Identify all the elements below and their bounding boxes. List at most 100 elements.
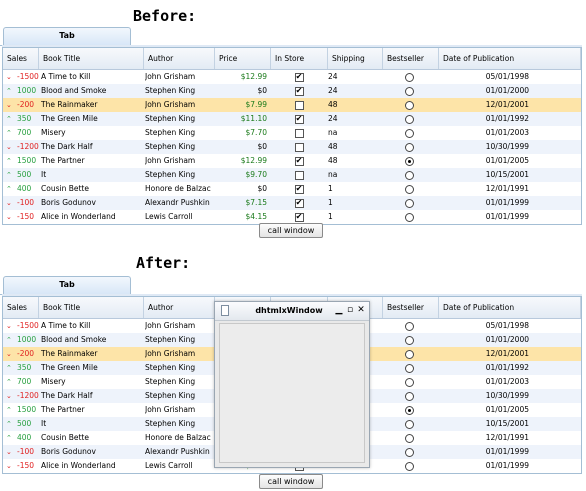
minimize-icon[interactable]: ▁ [335, 305, 343, 315]
bestseller-radio[interactable] [404, 198, 414, 208]
book-title-cell: The Green Mile [41, 363, 98, 372]
dhtmlx-window[interactable]: dhtmlxWindow ▁ ▫ ✕ [214, 301, 370, 468]
tab-main[interactable]: Tab [3, 27, 131, 45]
bestseller-radio[interactable] [404, 100, 414, 110]
column-header[interactable]: Shipping [328, 48, 383, 69]
shipping-cell: 48 [328, 100, 338, 109]
column-header[interactable]: Date of Publication [439, 297, 581, 318]
bestseller-radio[interactable] [404, 114, 414, 124]
bestseller-radio[interactable] [404, 335, 414, 345]
in-store-checkbox[interactable] [294, 100, 304, 110]
in-store-checkbox[interactable]: ✔ [294, 113, 304, 124]
in-store-checkbox[interactable]: ✔ [294, 183, 304, 194]
in-store-checkbox[interactable]: ✔ [294, 155, 304, 166]
bestseller-radio[interactable] [404, 447, 414, 457]
bestseller-radio[interactable] [404, 363, 414, 373]
close-icon[interactable]: ✕ [357, 305, 365, 315]
table-row[interactable]: ⌃ 350 The Green Mile Stephen King $11.10 ✔ 24 0… [3, 112, 581, 126]
bestseller-radio[interactable] [404, 170, 414, 180]
date-cell: 01/01/1999 [485, 198, 529, 207]
table-row[interactable]: ⌃ 1500 The Partner John Grisham $12.99 ✔ 48 01/… [3, 154, 581, 168]
book-title-cell: The Rainmaker [41, 100, 98, 109]
bestseller-radio[interactable] [404, 212, 414, 222]
author-cell: Alexandr Pushkin [145, 198, 210, 207]
book-title-cell: Boris Godunov [41, 198, 96, 207]
in-store-checkbox[interactable]: ✔ [294, 211, 304, 222]
bestseller-radio[interactable] [404, 156, 414, 166]
arrow-down-icon: ⌄ [6, 73, 12, 81]
table-row[interactable]: ⌄ -150 Alice in Wonderland Lewis Carroll $4.… [3, 210, 581, 224]
book-title-cell: Misery [41, 377, 66, 386]
bestseller-radio[interactable] [404, 349, 414, 359]
window-header[interactable]: dhtmlxWindow ▁ ▫ ✕ [215, 302, 369, 321]
table-row[interactable]: ⌄ -200 The Rainmaker John Grisham $7.99 48 12/… [3, 98, 581, 112]
table-row[interactable]: ⌄ -100 Boris Godunov Alexandr Pushkin $7.15 ✔… [3, 196, 581, 210]
arrow-down-icon: ⌄ [6, 143, 12, 151]
table-row[interactable]: ⌃ 500 It Stephen King $9.70 na 10/15/2001 [3, 168, 581, 182]
call-window-button-after[interactable]: call window [259, 474, 323, 489]
window-body [219, 323, 365, 463]
sales-cell: ⌃ 350 [3, 361, 39, 375]
column-header[interactable]: In Store [271, 48, 328, 69]
arrow-up-icon: ⌃ [6, 420, 12, 428]
bestseller-radio[interactable] [404, 142, 414, 152]
bestseller-radio[interactable] [404, 433, 414, 443]
in-store-checkbox[interactable] [294, 128, 304, 138]
bestseller-radio[interactable] [404, 86, 414, 96]
table-row[interactable]: ⌃ 700 Misery Stephen King $7.70 na 01/01/2003 [3, 126, 581, 140]
column-header[interactable]: Bestseller [383, 297, 439, 318]
column-header[interactable]: Sales [3, 297, 39, 318]
in-store-checkbox[interactable]: ✔ [294, 197, 304, 208]
window-title: dhtmlxWindow [255, 306, 323, 315]
column-header[interactable]: Bestseller [383, 48, 439, 69]
sales-value: -150 [17, 212, 35, 221]
bestseller-radio[interactable] [404, 377, 414, 387]
author-cell: John Grisham [145, 349, 196, 358]
column-header[interactable]: Price [215, 48, 271, 69]
arrow-up-icon: ⌃ [6, 336, 12, 344]
call-window-button-before[interactable]: call window [259, 223, 323, 238]
column-header[interactable]: Author [144, 297, 215, 318]
bestseller-radio[interactable] [404, 391, 414, 401]
price-cell: $12.99 [240, 156, 267, 165]
author-cell: Stephen King [145, 335, 196, 344]
sales-cell: ⌄ -1200 [3, 389, 39, 403]
column-header[interactable]: Author [144, 48, 215, 69]
column-header[interactable]: Book Title [39, 297, 144, 318]
bestseller-radio[interactable] [404, 419, 414, 429]
in-store-checkbox[interactable] [294, 142, 304, 152]
tab-main[interactable]: Tab [3, 276, 131, 294]
column-header[interactable]: Sales [3, 48, 39, 69]
bestseller-radio[interactable] [404, 128, 414, 138]
after-heading: After: [136, 254, 191, 272]
bestseller-cell [399, 182, 419, 196]
in-store-checkbox[interactable]: ✔ [294, 85, 304, 96]
table-row[interactable]: ⌃ 400 Cousin Bette Honore de Balzac $0 ✔ 1 12/0… [3, 182, 581, 196]
date-cell: 10/30/1999 [485, 391, 529, 400]
in-store-checkbox[interactable]: ✔ [294, 71, 304, 82]
author-cell: John Grisham [145, 100, 196, 109]
bestseller-radio[interactable] [404, 184, 414, 194]
book-title-cell: Alice in Wonderland [41, 461, 116, 470]
table-row[interactable]: ⌃ 1000 Blood and Smoke Stephen King $0 ✔ 24 01/… [3, 84, 581, 98]
bestseller-cell [399, 431, 419, 445]
maximize-icon[interactable]: ▫ [346, 305, 354, 315]
bestseller-radio[interactable] [404, 405, 414, 415]
in-store-checkbox[interactable] [294, 170, 304, 180]
price-cell: $7.99 [245, 100, 267, 109]
price-cell: $0 [257, 142, 267, 151]
author-cell: Honore de Balzac [145, 184, 211, 193]
author-cell: Stephen King [145, 363, 196, 372]
bestseller-radio[interactable] [404, 321, 414, 331]
price-cell: $0 [257, 86, 267, 95]
bestseller-radio[interactable] [404, 461, 414, 471]
bestseller-radio[interactable] [404, 72, 414, 82]
bestseller-cell [399, 154, 419, 168]
in-store-cell [289, 140, 309, 154]
column-header[interactable]: Book Title [39, 48, 144, 69]
column-header[interactable]: Date of Publication [439, 48, 581, 69]
sales-value: -200 [17, 100, 35, 109]
sales-cell: ⌄ -150 [3, 210, 39, 224]
